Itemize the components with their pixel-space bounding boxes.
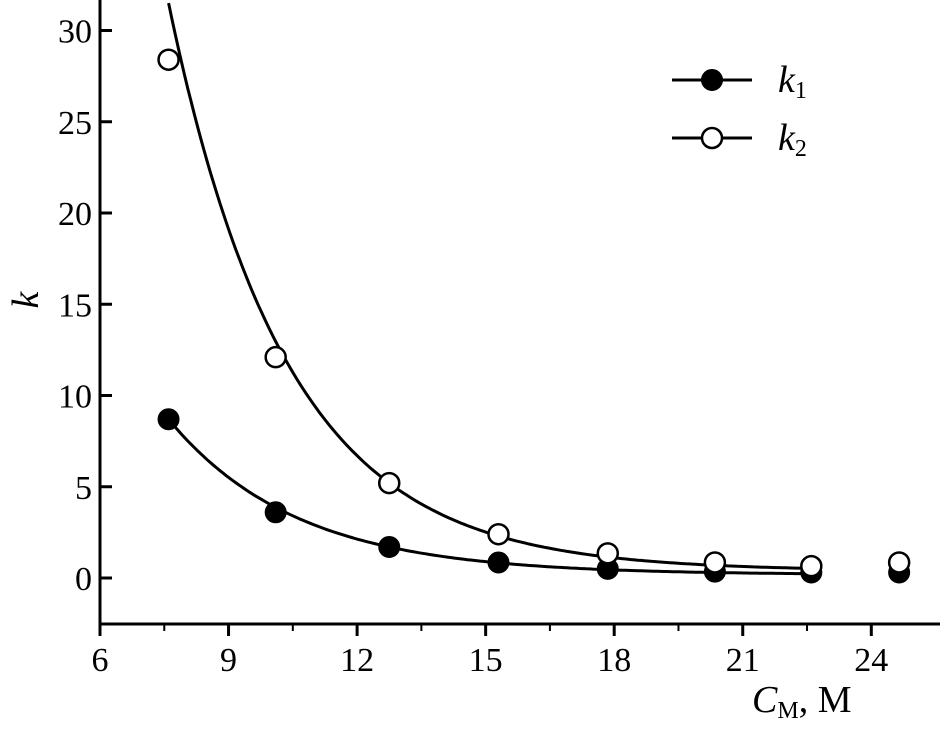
data-point-k2 — [596, 542, 620, 565]
legend-entry-k1: k1 — [672, 59, 807, 104]
legend-label-k1: k1 — [778, 59, 807, 104]
fit-curve-1 — [167, 418, 812, 576]
x-tick-label: 24 — [854, 642, 888, 679]
y-tick-label: 15 — [58, 287, 92, 324]
y-tick-label: 25 — [58, 105, 92, 142]
data-point-k1 — [378, 535, 401, 558]
legend-marker-k2 — [700, 126, 724, 150]
data-point-k2 — [377, 471, 401, 495]
y-tick-label: 20 — [58, 196, 92, 233]
y-axis-label: k — [5, 290, 47, 308]
data-point-k1 — [157, 408, 180, 431]
legend-label-k2: k2 — [778, 117, 807, 162]
data-point-k2 — [887, 551, 911, 574]
x-axis: 6 9 12 15 18 21 24 — [92, 622, 940, 679]
x-tick-label: 21 — [726, 642, 760, 679]
x-axis-label: CM, M — [752, 679, 852, 724]
x-tick-label: 9 — [220, 642, 237, 679]
legend-marker-k1 — [701, 69, 723, 91]
x-tick-label: 12 — [340, 642, 374, 679]
x-axis-label-symbol: C — [752, 679, 778, 721]
legend: k1 k2 — [672, 59, 807, 162]
x-axis-label-subscript: M — [777, 698, 798, 724]
data-point-k1 — [487, 551, 510, 574]
data-point-k2 — [264, 345, 287, 369]
y-tick-label: 10 — [58, 379, 92, 416]
x-tick-label: 15 — [469, 642, 503, 679]
x-tick-label: 6 — [92, 642, 109, 679]
data-point-k2 — [157, 48, 180, 71]
y-tick-label: 30 — [58, 14, 92, 51]
y-axis: 0 5 10 15 20 25 30 — [58, 0, 112, 624]
data-point-k2 — [487, 522, 510, 546]
data-point-k1 — [264, 501, 287, 524]
legend-entry-k2: k2 — [672, 117, 807, 162]
data-point-k2 — [703, 551, 727, 574]
y-tick-label: 5 — [75, 470, 92, 507]
data-point-k2 — [800, 554, 823, 578]
x-axis-label-unit: , M — [799, 679, 852, 721]
data-points — [157, 48, 911, 584]
x-tick-label: 18 — [597, 642, 631, 679]
y-tick-label: 0 — [75, 561, 92, 598]
